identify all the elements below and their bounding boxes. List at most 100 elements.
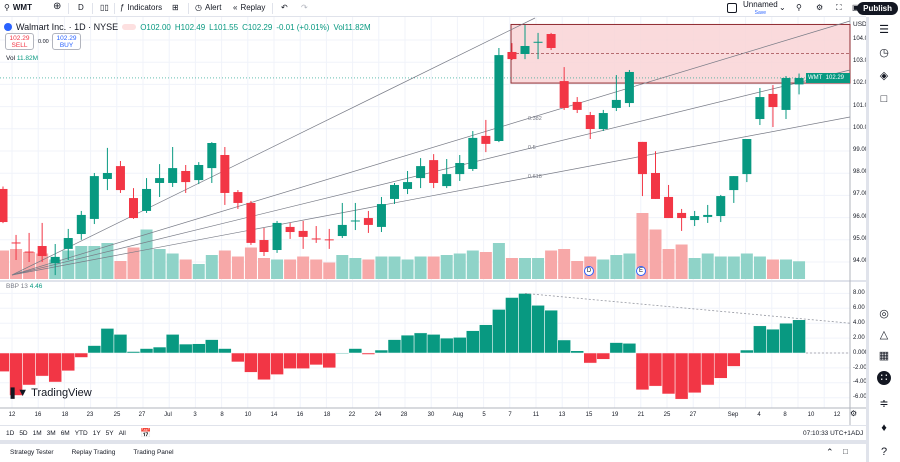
alarm-icon: ◷	[195, 3, 202, 12]
templates-button[interactable]: ⊞	[172, 3, 179, 12]
candle-body	[442, 174, 452, 187]
ideas-triangle-icon[interactable]: △	[879, 329, 889, 341]
interval-button[interactable]: D	[78, 3, 84, 12]
quick-search-icon[interactable]: ⚲	[796, 3, 802, 12]
buy-button[interactable]: 102.29 BUY	[52, 33, 81, 50]
tradingview-logo: ❚▼ TradingView	[8, 387, 92, 399]
bbp-bar	[479, 324, 493, 354]
volume-bar	[610, 255, 623, 279]
redo-button[interactable]: ↷	[301, 3, 308, 12]
range-ytd[interactable]: YTD	[74, 430, 88, 437]
publish-button[interactable]: Publish	[857, 2, 898, 15]
bbp-tick: 4.00	[853, 319, 865, 326]
earnings-marker[interactable]: E	[636, 266, 646, 276]
help-icon[interactable]: ?	[880, 446, 888, 458]
alert-button[interactable]: ◷ Alert	[195, 3, 222, 12]
time-tick: Sep	[727, 412, 739, 418]
bbp-bar	[661, 352, 676, 395]
candle-body	[390, 184, 399, 199]
signals-icon[interactable]: ≑	[879, 398, 889, 410]
adj-toggle[interactable]: ADJ	[851, 430, 864, 437]
time-tick: 27	[138, 412, 146, 418]
candle-body	[429, 160, 439, 183]
undo-button[interactable]: ↶	[281, 3, 288, 12]
candle-body	[76, 214, 86, 235]
range-6m[interactable]: 6M	[60, 430, 70, 437]
alarm-clock-icon[interactable]: ◷	[879, 47, 889, 59]
volume-bar	[323, 262, 336, 279]
calendar-icon[interactable]: ▦	[878, 350, 890, 362]
search-icon: ⚲	[4, 3, 10, 12]
price-tick: 99.00	[853, 147, 869, 153]
watchlist-icon[interactable]: ☰	[879, 24, 889, 36]
replay-button[interactable]: «Replay	[233, 3, 266, 12]
range-1m[interactable]: 1M	[32, 430, 42, 437]
time-tick: 3	[193, 412, 197, 418]
time-tick: 18	[61, 412, 69, 418]
compare-symbol-button[interactable]: ⊕	[53, 1, 61, 12]
candle-body	[677, 212, 687, 219]
target-icon[interactable]: ◎	[879, 308, 889, 320]
fullscreen-icon[interactable]: ⛶	[836, 3, 842, 12]
clock[interactable]: 07:10:33 UTC+1	[803, 430, 851, 437]
volume-bar	[297, 256, 310, 279]
candle-body	[285, 226, 295, 233]
layers-icon[interactable]: ◈	[879, 70, 889, 82]
time-tick: 22	[348, 412, 356, 418]
symbol-search[interactable]: ⚲ WMT	[4, 3, 32, 12]
range-5d[interactable]: 5D	[19, 430, 28, 437]
tab-replay-trading[interactable]: Replay Trading	[71, 449, 116, 456]
chevron-down-icon[interactable]: ⌄	[779, 3, 786, 12]
bell-icon[interactable]: ♦	[881, 422, 887, 434]
axis-settings-icon[interactable]: ⚙	[850, 409, 858, 418]
maximize-icon[interactable]: □	[843, 447, 848, 456]
chevron-up-icon[interactable]: ⌃	[826, 447, 834, 457]
bbp-bar	[505, 297, 519, 354]
chart-canvas[interactable]	[0, 17, 866, 425]
volume-bar	[688, 258, 701, 279]
chat-icon[interactable]: □	[880, 93, 888, 105]
indicators-button[interactable]: ƒ Indicators	[120, 3, 163, 12]
camera-icon[interactable]: ▣	[852, 3, 860, 12]
time-tick: 5	[482, 412, 486, 418]
candle-body	[168, 168, 178, 183]
volume-bar	[492, 243, 505, 279]
apps-grid-icon[interactable]: ∷	[877, 371, 891, 385]
bbp-bar	[413, 332, 428, 354]
bbp-bar	[622, 343, 637, 354]
bbp-bar	[492, 309, 506, 354]
dividend-marker[interactable]: D	[584, 266, 594, 276]
bbp-tick: 2.00	[853, 334, 865, 341]
candle-body	[142, 188, 152, 211]
tab-trading-panel[interactable]: Trading Panel	[133, 449, 174, 456]
volume-bar	[701, 253, 714, 279]
time-tick: 24	[374, 412, 382, 418]
time-tick: 13	[558, 412, 566, 418]
ohlc-close: C102.29	[242, 22, 273, 32]
layout-name[interactable]: Unnamed Save	[743, 0, 778, 17]
range-3m[interactable]: 3M	[46, 430, 56, 437]
layout-icon[interactable]	[727, 3, 737, 13]
volume-bar	[662, 249, 675, 279]
time-tick: 25	[663, 412, 671, 418]
bbp-bar	[466, 330, 480, 354]
volume-bar	[505, 258, 518, 279]
range-5y[interactable]: 5Y	[105, 430, 114, 437]
settings-gear-icon[interactable]: ⚙	[816, 3, 824, 12]
range-1y[interactable]: 1Y	[92, 430, 101, 437]
price-tick: 95.00	[853, 235, 869, 242]
sell-button[interactable]: 102.29 SELL	[5, 33, 34, 50]
price-tick: 101.00	[853, 102, 872, 109]
tab-strategy-tester[interactable]: Strategy Tester	[10, 449, 54, 456]
price-tick: 103.00	[853, 58, 872, 65]
range-1d[interactable]: 1D	[6, 430, 15, 437]
bbp-bar	[335, 352, 350, 355]
chart-type-button[interactable]: ▯▯	[100, 3, 109, 12]
goto-date-calendar-icon[interactable]: 📅	[140, 428, 152, 438]
price-tick: 94.00	[853, 258, 869, 264]
range-all[interactable]: All	[118, 430, 126, 437]
ohlc-high: H102.49	[174, 22, 206, 32]
bbp-bar	[322, 352, 336, 369]
volume-bar	[0, 250, 9, 279]
volume-bar	[388, 256, 401, 279]
